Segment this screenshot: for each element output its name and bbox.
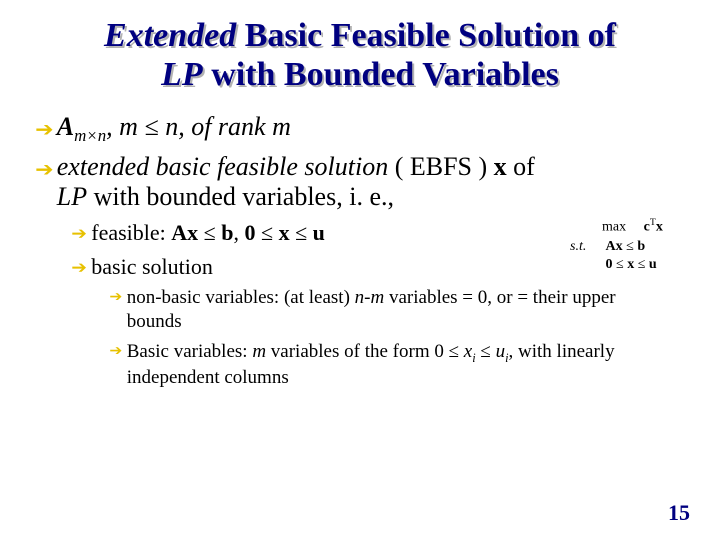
lp-b: b [637, 239, 645, 254]
bullet-1: ➔ Am×n, m ≤ n, of rank m [36, 112, 684, 146]
b1-rest: , m ≤ n, of rank m [106, 112, 291, 141]
b2b2-lead: Basic variables: [127, 341, 253, 362]
b2a-b: b [221, 220, 233, 245]
lp-Ax: Ax [606, 239, 623, 254]
title-line2-rest: with Bounded Variables [203, 56, 559, 93]
b2-x: x [494, 152, 507, 181]
arrow-icon: ➔ [71, 224, 87, 244]
b1-sub: m×n [74, 126, 106, 145]
b2a-leq3: ≤ [290, 220, 313, 245]
b2b1-lead: non-basic variables: (at least) [127, 287, 355, 308]
page-number: 15 [668, 500, 690, 526]
b2a-x: x [279, 220, 290, 245]
arrow-icon: ➔ [109, 343, 122, 361]
b2-paren: ( EBFS ) [388, 152, 493, 181]
title-line1-rest: Basic Feasible Solution of [236, 17, 616, 54]
title-line1-italic: Extended [104, 17, 236, 54]
lp-c2leq1: ≤ [613, 257, 628, 272]
bullet-2b1: ➔ non-basic variables: (at least) n-m va… [110, 286, 670, 334]
b2b2-ui: u [496, 341, 506, 362]
lp-x: x [656, 220, 663, 235]
b2a-0: 0 [245, 220, 256, 245]
lp-c2leq2: ≤ [634, 257, 649, 272]
lp-max: max [602, 220, 626, 235]
bullet-2b2: ➔ Basic variables: m variables of the fo… [110, 340, 670, 390]
b2a-label: feasible: [91, 220, 171, 245]
arrow-icon: ➔ [35, 157, 53, 182]
b2b2-m: m [252, 341, 266, 362]
b2b2-xi: x [464, 341, 472, 362]
lp-formulation-box: max cTx s.t. Ax ≤ b 0 ≤ x ≤ u [562, 216, 692, 275]
b2b2-mid: variables of the form 0 ≤ [266, 341, 464, 362]
b2-rest2: with bounded variables, i. e., [87, 182, 394, 211]
arrow-icon: ➔ [71, 258, 87, 278]
b2a-leq: ≤ [198, 220, 221, 245]
lp-c1leq: ≤ [623, 239, 638, 254]
b2a-leq2: ≤ [256, 220, 279, 245]
b2a-sep: , [234, 220, 245, 245]
b2-rest1: of [507, 152, 535, 181]
b1-A: A [57, 112, 74, 141]
bullet-2: ➔ extended basic feasible solution ( EBF… [36, 152, 684, 212]
lp-st: s.t. [562, 238, 602, 257]
lp-u: u [649, 257, 657, 272]
slide-title: Extended Basic Feasible Solution of LP w… [36, 16, 684, 94]
b2b-basic: basic [91, 254, 136, 279]
b2b-rest: solution [136, 254, 212, 279]
b2a-Ax: Ax [171, 220, 198, 245]
arrow-icon: ➔ [109, 289, 122, 307]
title-line2-italic: LP [161, 56, 203, 93]
lp-0: 0 [606, 257, 613, 272]
b2-lp: LP [57, 182, 87, 211]
b2b2-mid2: ≤ [476, 341, 496, 362]
arrow-icon: ➔ [35, 117, 53, 142]
b2-ital: extended basic feasible solution [57, 152, 388, 181]
b2a-u: u [313, 220, 325, 245]
b2b1-nm: n-m [355, 287, 385, 308]
